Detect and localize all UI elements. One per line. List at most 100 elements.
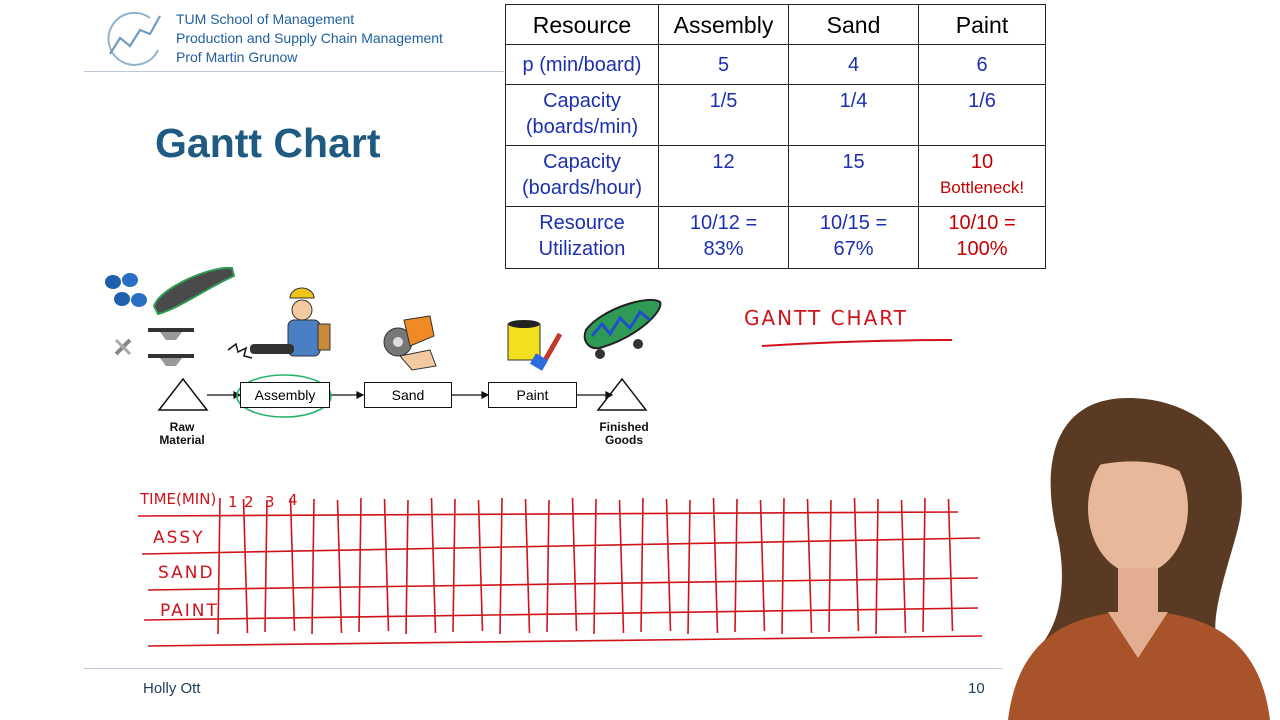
cell-p-paint: 6: [918, 44, 1046, 85]
cell-util-sand: 10/15 = 67%: [788, 206, 919, 269]
raw-material-label-line1: Raw: [169, 420, 195, 434]
gantt-vline: [477, 499, 484, 632]
row-label-line2: (boards/hour): [521, 177, 643, 199]
trucks-icon: [148, 328, 194, 366]
deck-icon: [152, 266, 236, 316]
gantt-heading-underline: [761, 339, 953, 347]
gantt-hline: [143, 607, 979, 621]
gantt-vline: [289, 497, 296, 632]
slide-title: Gantt Chart: [155, 120, 381, 166]
paint-can-icon: [507, 320, 563, 371]
gantt-vline: [358, 497, 362, 633]
gantt-vline: [405, 499, 409, 635]
cell-caphour-sand: 15: [788, 145, 919, 207]
row-label-capacity-min: Capacity (boards/min): [505, 84, 659, 146]
resource-table: Resource Assembly Sand Paint p (min/boar…: [505, 4, 1046, 269]
gantt-vline: [712, 497, 719, 634]
gantt-vline: [499, 497, 503, 635]
time-tick: 2: [244, 493, 254, 511]
gantt-vline: [734, 498, 738, 633]
wheels-icon: [105, 273, 147, 307]
cell-util-assembly: 10/12 = 83%: [658, 206, 789, 269]
util-formula: 10/12 =: [689, 212, 758, 234]
gantt-vline: [828, 499, 832, 633]
row-label-line2: Utilization: [538, 238, 626, 260]
gantt-row-paint: PAINT: [160, 601, 219, 621]
gantt-vline: [922, 497, 926, 633]
gantt-vline: [875, 498, 879, 635]
col-header-paint: Paint: [918, 4, 1046, 45]
time-tick: 3: [265, 493, 275, 511]
raw-material-label: Raw Material: [146, 421, 218, 447]
cell-caphour-paint-value: 10: [970, 151, 994, 173]
gantt-grid-sketch: [137, 497, 983, 647]
table-row: p (min/board) 5 4 6: [505, 44, 1046, 85]
gantt-vline: [665, 498, 672, 632]
tools-icon: [114, 338, 132, 356]
gantt-vline: [336, 499, 343, 634]
presenter-video-icon: [1008, 398, 1270, 720]
gantt-vline: [546, 499, 550, 633]
col-header-sand: Sand: [788, 4, 919, 45]
process-flow-diagram: [105, 266, 662, 418]
gantt-hline: [147, 635, 983, 647]
table-row: Resource Utilization 10/12 = 83% 10/15 =…: [505, 206, 1046, 269]
tum-logo-icon: [107, 11, 161, 66]
gantt-hline: [141, 537, 981, 555]
skateboard-icon: [583, 298, 662, 359]
cell-capmin-paint: 1/6: [918, 84, 1046, 146]
row-label-line1: Resource: [539, 212, 625, 234]
cell-p-sand: 4: [788, 44, 919, 85]
gantt-vline: [781, 497, 785, 635]
header-divider: [84, 71, 504, 72]
util-percent: 83%: [703, 238, 744, 260]
step-paint: Paint: [488, 382, 577, 408]
time-label: TIME(MIN): [140, 490, 217, 508]
header-school: TUM School of Management: [176, 11, 355, 27]
table-header-row: Resource Assembly Sand Paint: [505, 4, 1046, 45]
time-tick: 1: [228, 493, 238, 511]
time-tick: 4: [288, 491, 298, 509]
gantt-vline: [806, 498, 813, 634]
util-percent: 67%: [833, 238, 874, 260]
worker-icon: [227, 287, 331, 359]
gantt-vline: [687, 499, 691, 635]
finished-goods-label: Finished Goods: [586, 421, 662, 447]
header-chair: Production and Supply Chain Management: [176, 30, 443, 46]
finished-goods-label-line2: Goods: [605, 433, 643, 447]
gantt-vline: [947, 498, 954, 632]
raw-material-label-line2: Material: [159, 433, 205, 447]
assembly-highlight-circle: [236, 374, 332, 418]
page-number: 10: [968, 680, 985, 697]
gantt-hline: [147, 577, 979, 591]
row-label-p: p (min/board): [505, 44, 659, 85]
row-label-line1: Capacity: [543, 90, 621, 112]
gantt-vline: [571, 497, 578, 632]
gantt-row-assy: ASSY: [153, 528, 205, 548]
gantt-vline: [524, 498, 531, 634]
cell-capmin-sand: 1/4: [788, 84, 919, 146]
gantt-vline: [311, 498, 315, 635]
step-sand: Sand: [364, 382, 452, 408]
header-professor: Prof Martin Grunow: [176, 49, 298, 65]
row-label-line1: Capacity: [543, 151, 621, 173]
gantt-vline: [640, 497, 644, 633]
row-label-line2: (boards/min): [525, 116, 639, 138]
gantt-vline: [264, 499, 268, 633]
gantt-vline: [759, 499, 766, 632]
row-label-utilization: Resource Utilization: [505, 206, 659, 269]
gantt-vline: [900, 499, 907, 634]
footer-presenter: Holly Ott: [143, 680, 201, 697]
gantt-row-sand: SAND: [158, 563, 215, 583]
gantt-vline: [217, 497, 221, 635]
finished-goods-label-line1: Finished: [599, 420, 649, 434]
cell-p-assembly: 5: [658, 44, 789, 85]
footer-divider: [84, 668, 1002, 669]
util-percent: 100%: [956, 238, 1008, 260]
cell-caphour-paint: 10 Bottleneck!: [918, 145, 1046, 207]
cell-util-paint: 10/10 = 100%: [918, 206, 1046, 269]
grinder-icon: [383, 315, 437, 371]
gantt-vline: [452, 498, 456, 633]
gantt-vline: [593, 498, 597, 635]
table-row: Capacity (boards/hour) 12 15 10 Bottlene…: [505, 145, 1046, 207]
